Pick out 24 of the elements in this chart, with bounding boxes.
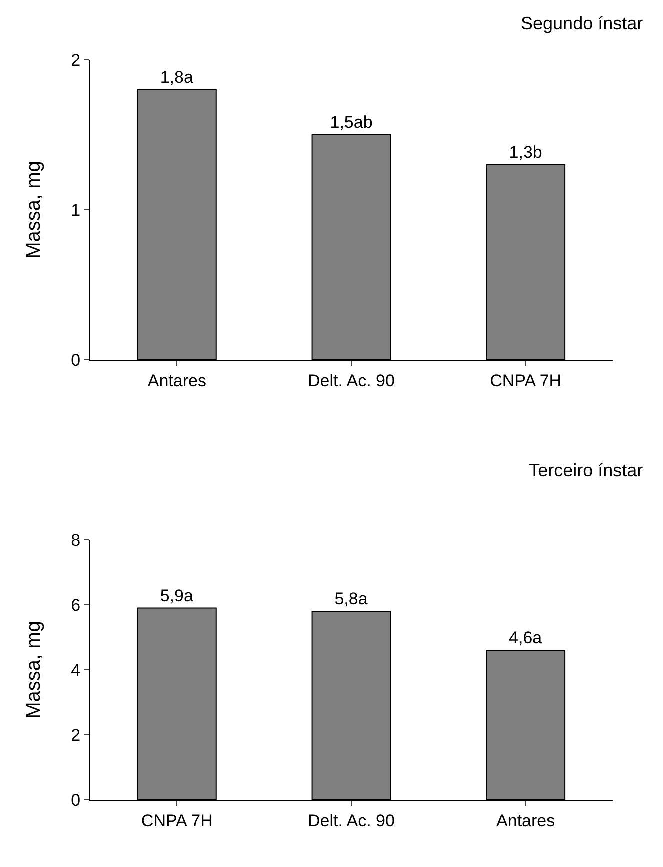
y-axis-title: Massa, mg	[23, 621, 45, 719]
y-axis-title: Massa, mg	[23, 161, 45, 259]
chart-title: Terceiro ínstar	[529, 460, 644, 481]
chart-title: Segundo ínstar	[521, 13, 644, 34]
x-tick-label: CNPA 7H	[141, 811, 213, 830]
y-tick-label: 8	[71, 530, 81, 550]
x-tick-label: Delt. Ac. 90	[308, 811, 395, 830]
data-label: 4,6a	[509, 628, 543, 648]
y-tick-label: 6	[71, 596, 81, 615]
y-tick-label: 0	[71, 790, 81, 810]
data-label: 1,8a	[160, 68, 194, 87]
x-tick-label: Antares	[148, 371, 206, 390]
data-label: 5,8a	[334, 590, 368, 608]
y-tick-label: 0	[71, 350, 81, 370]
x-tick-label: Delt. Ac. 90	[308, 371, 395, 390]
x-tick-label: CNPA 7H	[490, 371, 562, 390]
x-tick-label: Antares	[496, 811, 556, 830]
data-label: 1,3b	[509, 143, 542, 162]
y-tick-label: 2	[71, 726, 81, 745]
data-label: 1,5ab	[330, 113, 373, 132]
y-tick-label: 1	[71, 200, 81, 220]
y-tick-label: 2	[71, 50, 81, 70]
data-label: 5,9a	[160, 586, 194, 606]
y-tick-label: 4	[71, 660, 81, 680]
